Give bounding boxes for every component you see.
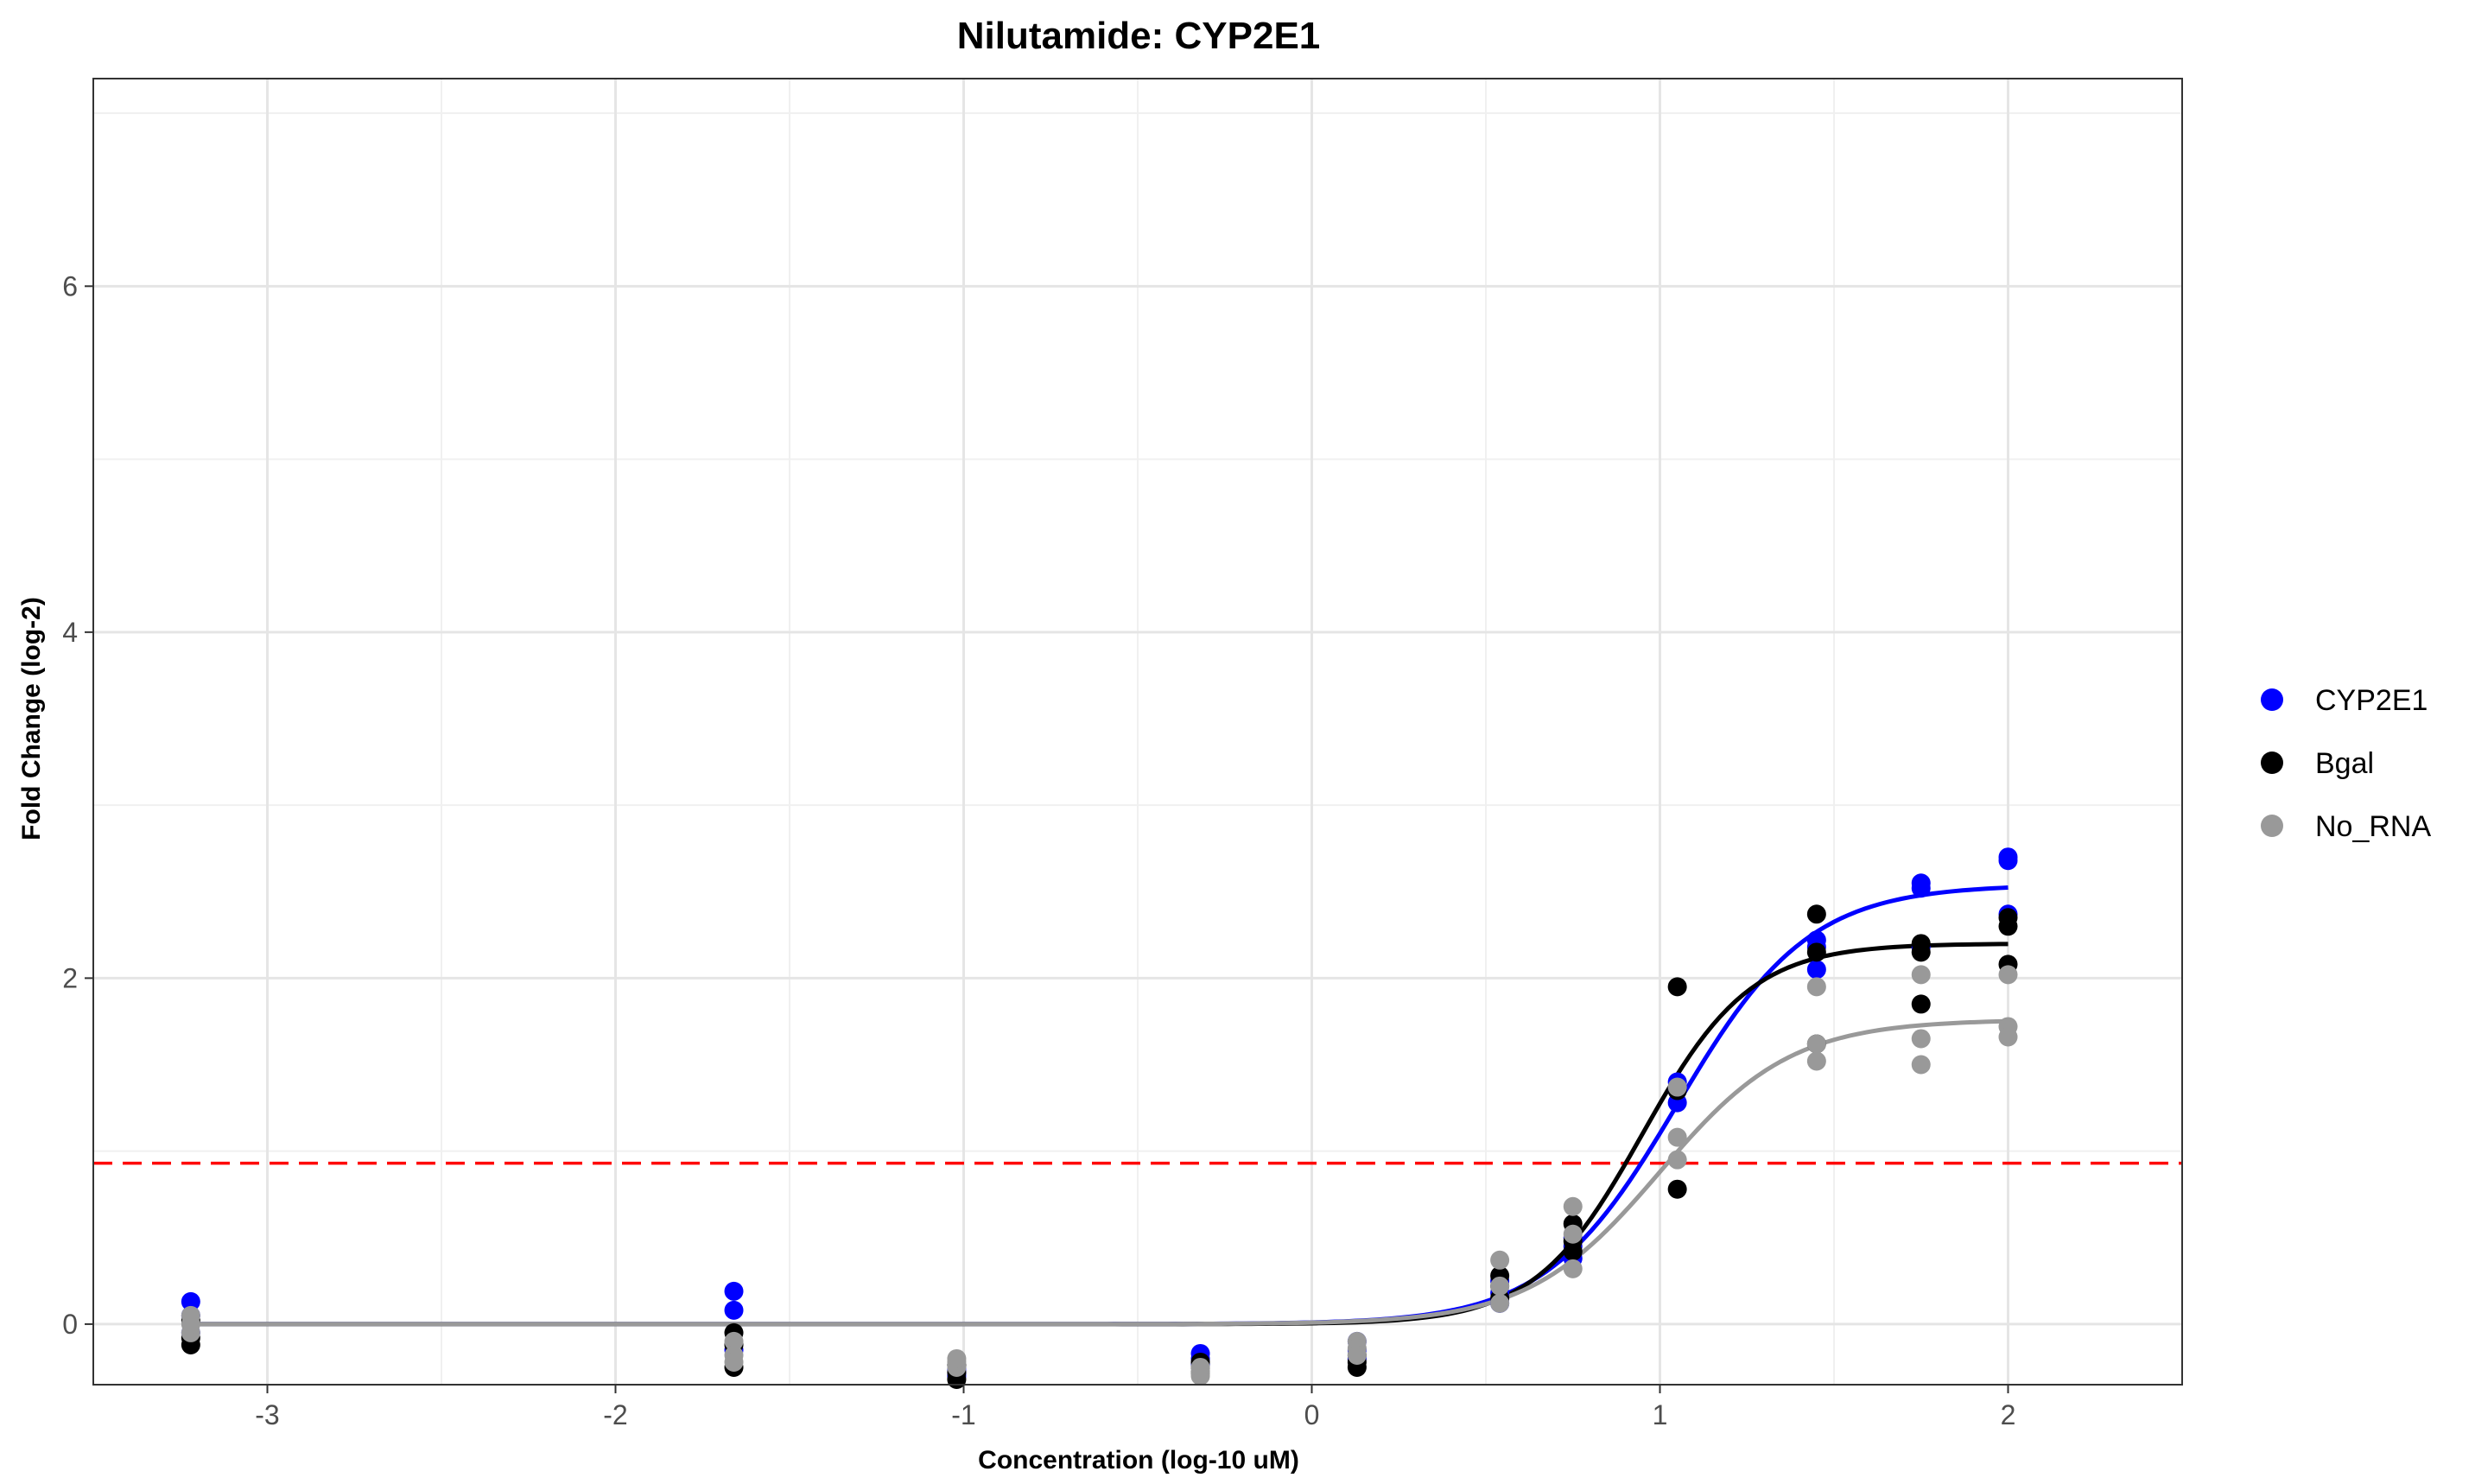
x-tick-label: 2	[2001, 1399, 2016, 1430]
data-point-2	[1806, 977, 1826, 997]
x-axis-title: Concentration (log-10 uM)	[978, 1446, 1299, 1474]
legend-key-1	[2261, 752, 2283, 774]
data-point-2	[724, 1331, 744, 1351]
legend-label-0: CYP2E1	[2315, 684, 2427, 717]
data-point-1	[1806, 942, 1826, 962]
data-points	[181, 847, 2018, 1389]
legend-label-2: No_RNA	[2315, 810, 2431, 843]
data-point-2	[1190, 1357, 1210, 1377]
data-point-0	[1806, 960, 1826, 980]
y-tick-label: 2	[62, 962, 78, 993]
data-point-2	[1998, 965, 2018, 985]
fit-curve-2	[190, 1018, 2009, 1327]
data-point-0	[1998, 851, 2018, 871]
data-point-2	[181, 1314, 200, 1334]
data-point-2	[1911, 1055, 1931, 1075]
y-axis-title: Fold Change (log-2)	[17, 597, 46, 840]
data-point-2	[1490, 1250, 1510, 1270]
y-tick-label: 6	[62, 270, 78, 301]
x-tick-label: -3	[255, 1399, 279, 1430]
x-tick-label: -2	[603, 1399, 627, 1430]
data-point-0	[1911, 878, 1931, 898]
data-point-1	[1667, 977, 1687, 997]
data-point-0	[724, 1300, 744, 1320]
legend-key-0	[2261, 688, 2283, 711]
data-point-0	[181, 1291, 200, 1311]
plot-panel	[92, 78, 2183, 1389]
data-point-1	[1667, 1179, 1687, 1199]
legend-label-1: Bgal	[2315, 747, 2374, 780]
data-point-2	[1806, 1034, 1826, 1054]
data-point-2	[1563, 1259, 1583, 1278]
data-point-2	[1998, 1027, 2018, 1047]
data-point-2	[947, 1348, 967, 1368]
data-point-0	[724, 1281, 744, 1301]
data-point-2	[1347, 1345, 1367, 1365]
data-point-2	[1563, 1224, 1583, 1244]
data-point-2	[1490, 1293, 1510, 1313]
y-axis: 0 2 4 6	[62, 270, 93, 1340]
data-point-2	[1667, 1077, 1687, 1097]
chart-title: Nilutamide: CYP2E1	[957, 15, 1321, 57]
y-tick-label: 4	[62, 617, 78, 648]
legend: CYP2E1 Bgal No_RNA	[2261, 684, 2431, 843]
x-tick-label: -1	[951, 1399, 975, 1430]
x-axis: -3 -2 -1 0 1 2	[255, 1385, 2015, 1430]
data-point-2	[1911, 1029, 1931, 1049]
fit-curves	[190, 885, 2009, 1327]
data-point-2	[1563, 1196, 1583, 1216]
plot-panel-border	[92, 78, 2183, 1386]
x-tick-label: 0	[1304, 1399, 1320, 1430]
legend-key-2	[2261, 815, 2283, 837]
data-point-2	[724, 1352, 744, 1372]
grid-minor	[93, 79, 2182, 1385]
data-point-2	[1490, 1276, 1510, 1296]
data-point-1	[1911, 994, 1931, 1014]
data-point-1	[1911, 942, 1931, 962]
y-tick-label: 0	[62, 1309, 78, 1340]
data-point-1	[1998, 916, 2018, 936]
data-point-1	[1806, 904, 1826, 924]
x-tick-label: 1	[1653, 1399, 1668, 1430]
data-point-2	[1667, 1150, 1687, 1170]
data-point-2	[1911, 965, 1931, 985]
data-point-2	[1667, 1127, 1687, 1147]
data-point-2	[1806, 1051, 1826, 1071]
